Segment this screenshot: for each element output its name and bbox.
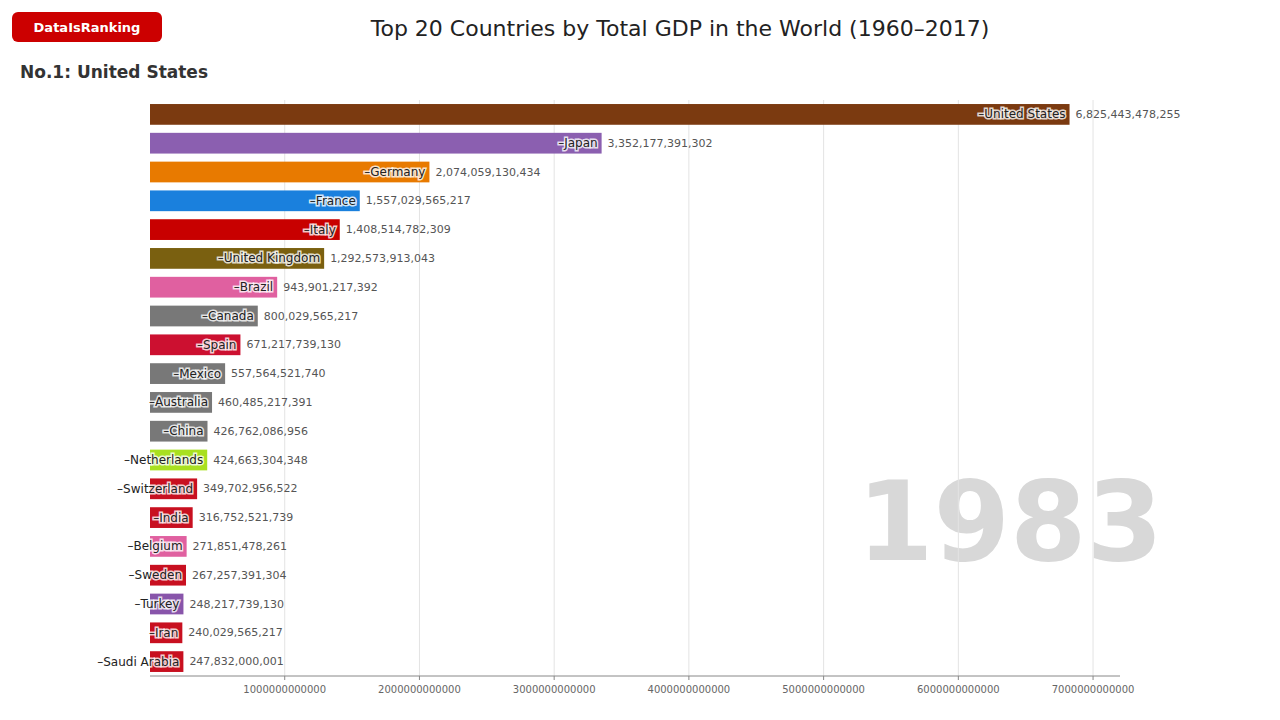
category-label: –Australia — [149, 395, 208, 409]
grid-line — [688, 100, 689, 676]
labels: –United States –Japan –Germany –France –Ital… — [97, 107, 1180, 668]
category-label: –Germany — [364, 165, 425, 179]
category-label: –Sweden — [129, 568, 182, 582]
grid-line — [554, 100, 555, 676]
x-axis-line — [150, 676, 1120, 677]
x-tick-label: 4000000000000 — [648, 684, 731, 695]
category-label: –China — [163, 424, 203, 438]
value-label: 316,752,521,739 — [199, 511, 293, 524]
grid-line — [958, 100, 959, 676]
category-label: –Iran — [149, 626, 178, 640]
value-label: 248,217,739,130 — [189, 598, 283, 611]
bar — [150, 190, 360, 211]
chart: 1983 DataIsRanking Top 20 Countries by Tot… — [0, 0, 1280, 720]
category-label: –Netherlands — [124, 453, 203, 467]
category-label: –Belgium — [127, 539, 182, 553]
category-label: –Turkey — [134, 597, 179, 611]
value-label: 1,408,514,782,309 — [346, 223, 451, 236]
bar — [150, 104, 1070, 125]
value-label: 557,564,521,740 — [231, 367, 325, 380]
x-tick — [823, 676, 824, 680]
grid-line — [823, 100, 824, 676]
channel-text: DataIsRanking — [34, 20, 141, 35]
x-tick — [958, 676, 959, 680]
category-label: –Japan — [558, 136, 597, 150]
value-label: 240,029,565,217 — [188, 626, 282, 639]
category-label: –Canada — [202, 309, 254, 323]
x-tick — [554, 676, 555, 680]
category-label: –Spain — [197, 338, 237, 352]
x-tick — [1093, 676, 1094, 680]
category-label: –United States — [978, 107, 1065, 121]
subtitle: No.1: United States — [20, 62, 208, 82]
x-tick-label: 6000000000000 — [917, 684, 1000, 695]
page: {"chart_data": { "type": "bar", "orienta… — [0, 0, 1280, 720]
channel-badge: DataIsRanking — [12, 12, 162, 42]
value-label: 6,825,443,478,255 — [1076, 108, 1181, 121]
year-watermark: 1983 — [857, 458, 1163, 586]
bar — [150, 133, 602, 154]
grid-line — [284, 100, 285, 676]
value-label: 1,292,573,913,043 — [330, 252, 435, 265]
grid — [285, 100, 1093, 676]
bars — [150, 104, 1070, 672]
grid-line — [419, 100, 420, 676]
value-label: 247,832,000,001 — [189, 655, 283, 668]
value-label: 3,352,177,391,302 — [608, 137, 713, 150]
bar — [150, 334, 240, 355]
x-tick — [284, 676, 285, 680]
bar — [150, 248, 324, 269]
bar — [150, 363, 225, 384]
bar — [150, 421, 207, 442]
value-label: 1,557,029,565,217 — [366, 194, 471, 207]
value-label: 426,762,086,956 — [213, 425, 307, 438]
category-label: –Switzerland — [117, 482, 193, 496]
grid-line — [1093, 100, 1094, 676]
bar — [150, 162, 429, 183]
category-label: –Brazil — [234, 280, 274, 294]
x-tick-label: 3000000000000 — [513, 684, 596, 695]
value-label: 349,702,956,522 — [203, 482, 297, 495]
bar — [150, 306, 258, 327]
category-label: –Mexico — [173, 367, 221, 381]
bar — [150, 219, 340, 240]
badge-background — [12, 12, 162, 42]
value-label: 671,217,739,130 — [246, 338, 340, 351]
bar — [150, 277, 277, 298]
category-label: –Saudi Arabia — [97, 655, 179, 669]
x-tick-label: 7000000000000 — [1052, 684, 1135, 695]
x-tick — [688, 676, 689, 680]
category-label: –France — [310, 194, 356, 208]
value-label: 424,663,304,348 — [213, 454, 307, 467]
value-label: 271,851,478,261 — [193, 540, 287, 553]
x-tick-label: 2000000000000 — [378, 684, 461, 695]
category-label: –India — [153, 511, 188, 525]
value-label: 2,074,059,130,434 — [435, 166, 540, 179]
x-axis: 1000000000000 2000000000000 3000000000000 4… — [150, 676, 1134, 695]
category-label: –Italy — [304, 223, 336, 237]
value-label: 943,901,217,392 — [283, 281, 377, 294]
category-label: –United Kingdom — [218, 251, 320, 265]
x-tick — [419, 676, 420, 680]
x-tick-label: 1000000000000 — [243, 684, 326, 695]
value-label: 800,029,565,217 — [264, 310, 358, 323]
title: Top 20 Countries by Total GDP in the Wor… — [370, 16, 990, 41]
x-tick-label: 5000000000000 — [782, 684, 865, 695]
bar — [150, 507, 193, 528]
value-label: 267,257,391,304 — [192, 569, 286, 582]
value-label: 460,485,217,391 — [218, 396, 312, 409]
